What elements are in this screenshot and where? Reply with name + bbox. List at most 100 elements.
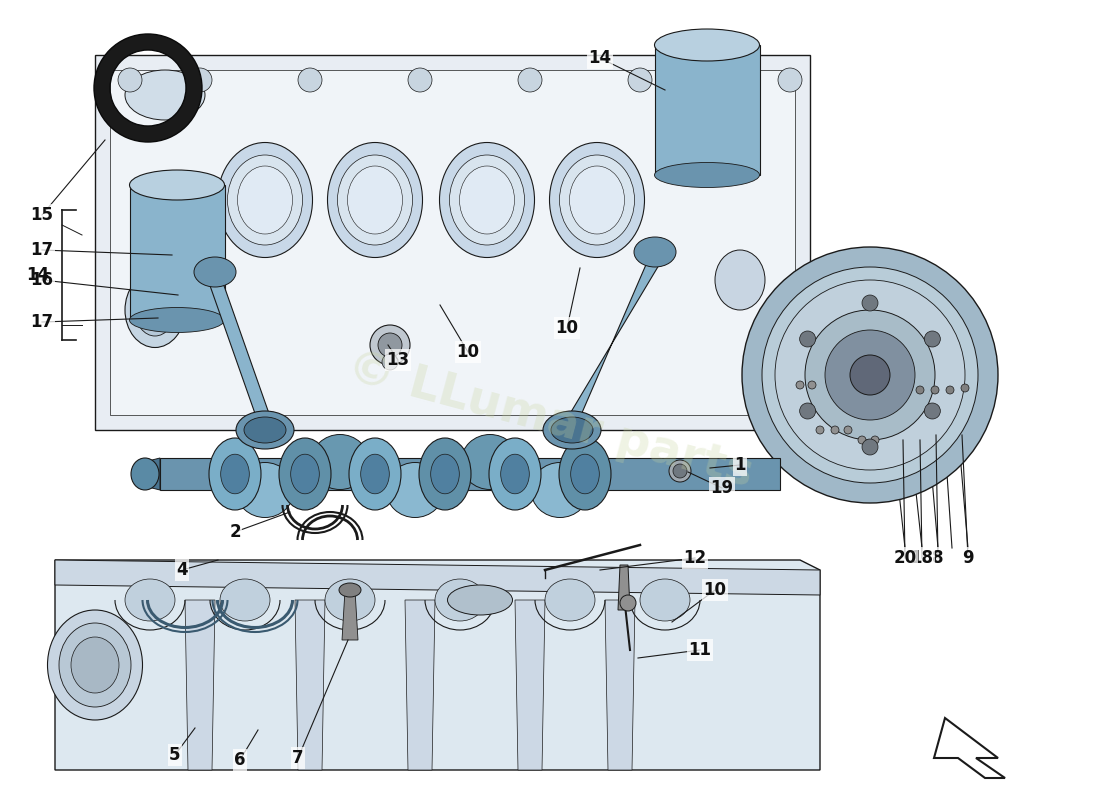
Polygon shape <box>405 600 435 770</box>
Circle shape <box>825 330 915 420</box>
Circle shape <box>518 68 542 92</box>
Ellipse shape <box>131 458 160 490</box>
Ellipse shape <box>361 454 389 494</box>
Text: 16: 16 <box>31 271 54 289</box>
Circle shape <box>916 386 924 394</box>
Circle shape <box>742 247 998 503</box>
Ellipse shape <box>450 155 525 245</box>
Text: 20: 20 <box>893 549 916 567</box>
Polygon shape <box>130 185 225 320</box>
Circle shape <box>808 381 816 389</box>
Polygon shape <box>55 560 820 770</box>
Ellipse shape <box>324 579 375 621</box>
Polygon shape <box>342 590 358 640</box>
Ellipse shape <box>135 284 175 336</box>
Circle shape <box>796 381 804 389</box>
Polygon shape <box>55 560 820 595</box>
Ellipse shape <box>125 273 185 347</box>
Text: 6: 6 <box>234 751 245 769</box>
Polygon shape <box>110 70 795 415</box>
Text: 10: 10 <box>456 343 480 361</box>
Ellipse shape <box>571 454 600 494</box>
Text: 17: 17 <box>31 313 54 331</box>
Ellipse shape <box>220 579 270 621</box>
Ellipse shape <box>194 257 236 287</box>
Text: 9: 9 <box>962 549 974 567</box>
Bar <box>160 458 780 490</box>
Ellipse shape <box>130 170 224 200</box>
Polygon shape <box>618 565 630 610</box>
Ellipse shape <box>59 623 131 707</box>
Circle shape <box>378 333 402 357</box>
Circle shape <box>924 403 940 419</box>
Ellipse shape <box>311 434 368 490</box>
Ellipse shape <box>440 142 535 258</box>
Polygon shape <box>565 260 662 422</box>
Ellipse shape <box>673 464 688 478</box>
Circle shape <box>628 68 652 92</box>
Ellipse shape <box>654 162 759 187</box>
Circle shape <box>382 354 398 370</box>
Circle shape <box>946 386 954 394</box>
Ellipse shape <box>448 585 513 615</box>
Circle shape <box>830 426 839 434</box>
Ellipse shape <box>550 142 645 258</box>
Circle shape <box>778 68 802 92</box>
Circle shape <box>901 391 909 399</box>
Text: 13: 13 <box>386 351 409 369</box>
Circle shape <box>931 386 939 394</box>
Ellipse shape <box>218 142 312 258</box>
Ellipse shape <box>500 454 529 494</box>
Ellipse shape <box>570 166 625 234</box>
Ellipse shape <box>544 579 595 621</box>
Circle shape <box>850 355 890 395</box>
Polygon shape <box>135 458 160 490</box>
Text: 11: 11 <box>689 641 712 659</box>
Polygon shape <box>295 600 324 770</box>
Ellipse shape <box>238 166 293 234</box>
Polygon shape <box>515 600 544 770</box>
Circle shape <box>858 436 866 444</box>
Text: 14: 14 <box>588 49 612 67</box>
Circle shape <box>370 325 410 365</box>
Ellipse shape <box>634 237 676 267</box>
Ellipse shape <box>130 307 224 333</box>
Ellipse shape <box>209 438 261 510</box>
Circle shape <box>188 68 212 92</box>
Ellipse shape <box>551 417 593 443</box>
Text: 15: 15 <box>31 206 54 224</box>
Text: © LLumar parts: © LLumar parts <box>342 344 758 496</box>
Polygon shape <box>605 600 635 770</box>
Ellipse shape <box>434 579 485 621</box>
Text: 12: 12 <box>683 549 706 567</box>
Ellipse shape <box>669 460 691 482</box>
Ellipse shape <box>244 417 286 443</box>
Ellipse shape <box>47 610 143 720</box>
Ellipse shape <box>125 70 205 120</box>
Circle shape <box>871 436 879 444</box>
Text: 10: 10 <box>556 319 579 337</box>
Text: 10: 10 <box>704 581 726 599</box>
Ellipse shape <box>543 411 601 449</box>
Ellipse shape <box>640 579 690 621</box>
Ellipse shape <box>531 462 588 518</box>
Circle shape <box>800 331 815 347</box>
Text: 7: 7 <box>293 749 304 767</box>
Circle shape <box>762 267 978 483</box>
Circle shape <box>816 426 824 434</box>
Circle shape <box>776 280 965 470</box>
Circle shape <box>118 68 142 92</box>
Text: 1: 1 <box>735 456 746 474</box>
Text: 14: 14 <box>26 266 50 284</box>
Ellipse shape <box>431 454 460 494</box>
Ellipse shape <box>339 583 361 597</box>
Polygon shape <box>208 280 272 422</box>
Text: 4: 4 <box>176 561 188 579</box>
Circle shape <box>924 331 940 347</box>
Text: 18: 18 <box>911 549 934 567</box>
Ellipse shape <box>221 454 250 494</box>
Ellipse shape <box>559 438 610 510</box>
Circle shape <box>800 403 815 419</box>
Text: 8: 8 <box>933 549 944 567</box>
Text: 17: 17 <box>31 241 54 259</box>
